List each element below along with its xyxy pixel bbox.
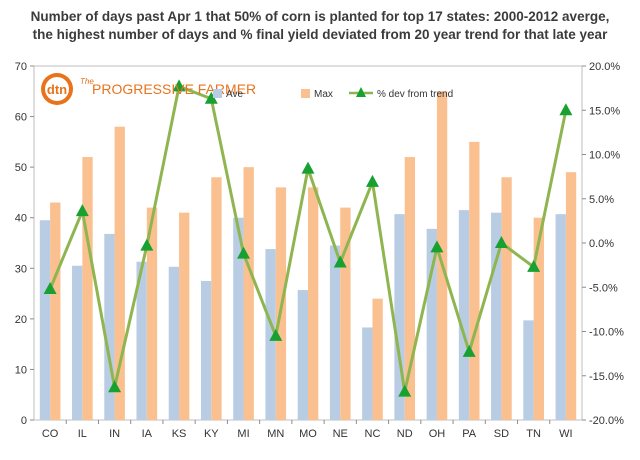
x-axis-tick-label: NC — [365, 428, 381, 440]
right-axis-tick-label: 10.0% — [589, 150, 620, 162]
bar-max — [533, 217, 544, 420]
dtn-progressive-farmer-logo: dtn The PROGRESSIVE FARMER — [41, 73, 256, 105]
right-axis-tick-label: -15.0% — [589, 371, 624, 383]
bar-ave — [491, 212, 502, 420]
bar-ave — [426, 228, 437, 420]
right-axis-tick-label: -10.0% — [589, 327, 624, 339]
bar-max — [82, 157, 93, 420]
bar-ave — [200, 280, 212, 420]
bar-ave — [329, 245, 341, 420]
x-axis-tick-label: CO — [42, 428, 59, 440]
bar-max — [404, 157, 416, 420]
bar-max — [114, 126, 125, 420]
bar-max — [179, 212, 190, 420]
right-axis-tick-label: 5.0% — [589, 194, 614, 206]
line-marker — [527, 259, 541, 272]
line-marker — [108, 380, 122, 393]
x-axis-tick-label: ND — [397, 428, 413, 440]
x-axis-tick-label: WI — [559, 428, 572, 440]
x-axis-tick-label: NE — [333, 428, 348, 440]
x-axis-tick-label: IL — [78, 428, 87, 440]
x-axis-tick-label: PA — [462, 428, 477, 440]
bar-max — [308, 187, 319, 420]
left-axis-tick-label: 30 — [15, 263, 27, 275]
bar-ave — [297, 290, 308, 420]
right-axis-tick-label: -5.0% — [589, 282, 618, 294]
left-axis-tick-label: 50 — [15, 162, 27, 174]
legend-swatch-marker — [356, 87, 366, 97]
bar-max — [243, 167, 254, 420]
bar-max — [565, 172, 577, 420]
bar-max — [436, 91, 448, 421]
line-marker — [398, 384, 412, 397]
bar-ave — [394, 214, 405, 420]
bar-ave — [362, 327, 373, 420]
line-marker — [43, 282, 57, 295]
right-axis-tick-label: 0.0% — [589, 238, 614, 250]
bar-ave — [265, 249, 276, 420]
bar-max — [340, 207, 351, 420]
x-axis-tick-label: MO — [299, 428, 317, 440]
bar-max — [50, 202, 61, 420]
left-axis-tick-label: 70 — [15, 61, 27, 73]
bar-max — [146, 207, 158, 420]
legend-label-ave: Ave — [226, 89, 243, 100]
bar-ave — [72, 265, 83, 420]
legend-swatch-ave — [213, 89, 222, 98]
x-axis-tick-label: MI — [237, 428, 249, 440]
logo-brand-text: dtn — [47, 82, 67, 97]
legend-label-max: Max — [314, 89, 333, 100]
bar-ave — [104, 233, 115, 420]
right-axis-tick-label: 20.0% — [589, 61, 620, 73]
x-axis-tick-label: KS — [172, 428, 187, 440]
chart-title: Number of days past Apr 1 that 50% of co… — [30, 9, 610, 42]
bar-ave — [555, 214, 566, 420]
right-axis-tick-label: 15.0% — [589, 105, 620, 117]
left-axis-tick-label: 20 — [15, 314, 27, 326]
right-axis-tick-label: -20.0% — [589, 415, 624, 427]
line-marker — [237, 246, 251, 259]
logo-prefix-text: The — [80, 77, 94, 86]
line-marker — [462, 344, 476, 357]
x-axis-tick-label: SD — [494, 428, 509, 440]
bar-max — [211, 177, 222, 420]
legend-label-line: % dev from trend — [377, 89, 453, 100]
left-axis-tick-label: 40 — [15, 213, 27, 225]
x-axis-tick-label: KY — [204, 428, 219, 440]
bar-ave — [523, 320, 534, 420]
line-marker — [559, 103, 573, 116]
legend: Ave Max % dev from trend — [213, 87, 453, 100]
left-axis-tick-label: 60 — [15, 112, 27, 124]
bar-ave — [39, 220, 51, 420]
legend-swatch-max — [301, 89, 310, 98]
line-marker — [365, 174, 379, 187]
bar-max — [501, 177, 512, 420]
line-marker — [140, 238, 154, 251]
x-axis-tick-label: IA — [142, 428, 153, 440]
line-marker — [269, 328, 283, 341]
line-marker — [172, 79, 186, 92]
line-marker — [204, 91, 218, 104]
x-axis-tick-label: OH — [429, 428, 446, 440]
line-marker — [75, 204, 89, 217]
bar-ave — [168, 266, 180, 420]
bar-ave — [136, 261, 147, 420]
line-marker — [430, 240, 444, 253]
bar-max — [372, 298, 383, 420]
bar-ave — [458, 210, 470, 420]
x-axis-tick-label: TN — [526, 428, 541, 440]
bar-max — [469, 141, 480, 420]
line-marker — [301, 161, 315, 174]
line-marker — [494, 236, 508, 248]
x-axis-tick-label: IN — [109, 428, 120, 440]
bar-ave — [233, 217, 244, 420]
left-axis-tick-label: 10 — [15, 364, 27, 376]
left-axis-tick-label: 0 — [21, 415, 27, 427]
plot-area: 0 10 20 30 40 50 60 70 -20.0% -15.0% -10.0% -5.0% 0.… — [15, 61, 624, 440]
line-marker — [333, 255, 347, 268]
x-axis-tick-label: MN — [267, 428, 284, 440]
